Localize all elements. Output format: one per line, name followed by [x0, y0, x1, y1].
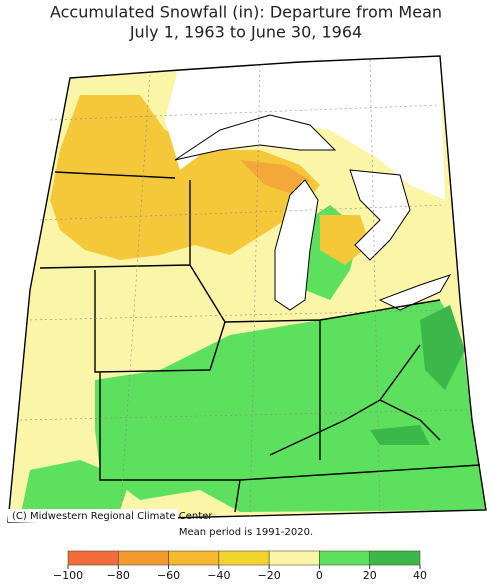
strong-positive-region [370, 425, 430, 445]
colorbar-bin [118, 550, 169, 566]
colorbar-label: 0 [316, 569, 323, 582]
map [7, 50, 487, 523]
colorbar-label: −20 [258, 569, 281, 582]
lake-michigan [274, 179, 319, 311]
negative-region [50, 95, 320, 260]
title-line: July 1, 1963 to June 30, 1964 [129, 23, 362, 42]
graticule [19, 59, 471, 521]
colorbar-bin [168, 550, 220, 566]
colorbar-bin [369, 550, 421, 566]
negative-region [240, 160, 310, 195]
colorbar-bin [218, 550, 270, 566]
lake-superior [174, 114, 337, 161]
note: Mean period is 1991-2020. [179, 527, 313, 538]
lake-huron [349, 169, 411, 261]
colorbar-label: −40 [207, 569, 230, 582]
negative-region [320, 215, 370, 265]
strong-positive-region [420, 305, 465, 390]
positive-region [20, 460, 130, 518]
map-border [7, 55, 487, 523]
colorbar-label: −100 [53, 569, 83, 582]
colorbar-bin [319, 550, 370, 566]
colorbar: −100 −80 −60 −40 −20 0 20 40 [53, 550, 427, 582]
credit-box [8, 509, 178, 522]
colorbar-label: 40 [413, 569, 427, 582]
colorbar-bin [67, 550, 119, 566]
positive-region [95, 300, 486, 512]
colorbar-label: −80 [107, 569, 130, 582]
colorbar-label: −60 [157, 569, 180, 582]
state-lines [39, 171, 481, 513]
lake-erie [378, 274, 452, 311]
title-line: Accumulated Snowfall (in): Departure fro… [50, 3, 442, 22]
credit: (C) Midwestern Regional Climate Center [12, 511, 213, 522]
colorbar-bin [268, 550, 320, 566]
colorbar-label: 20 [363, 569, 377, 582]
